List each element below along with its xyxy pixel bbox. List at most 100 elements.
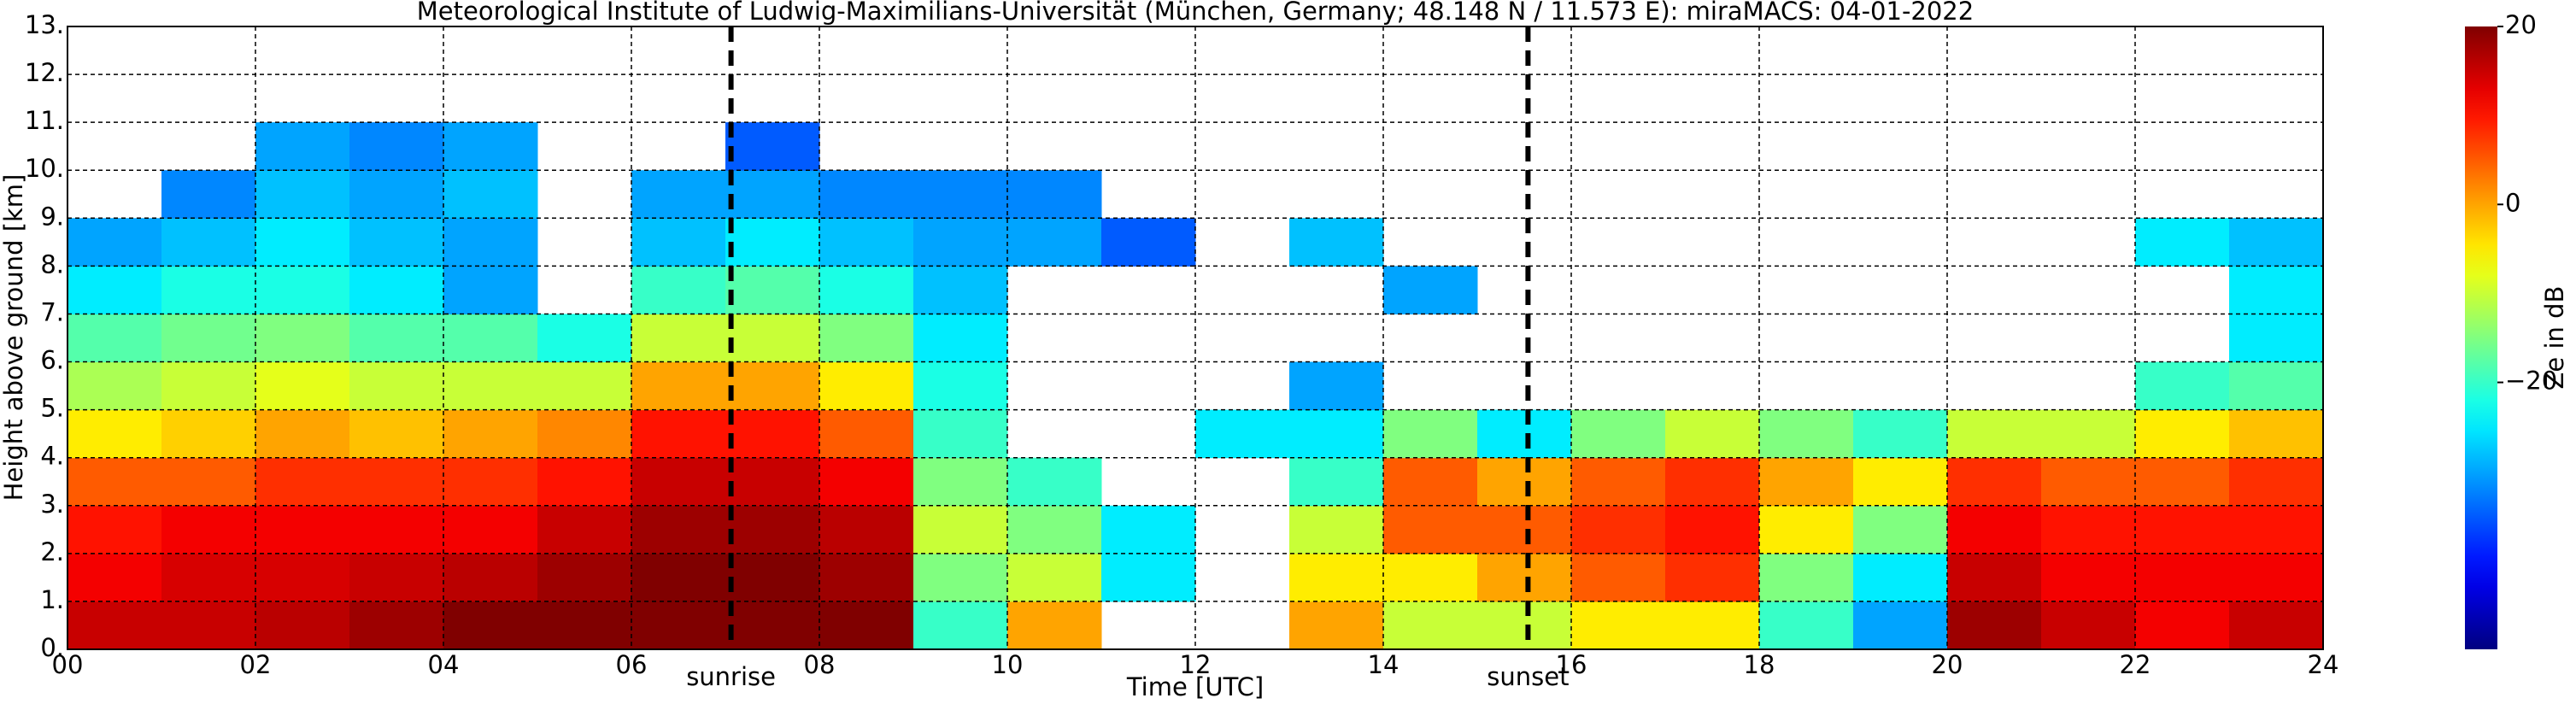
heatmap-cell [161,170,256,219]
heatmap-cell [1947,601,2042,650]
heatmap-cell [443,601,538,650]
heatmap-cell [349,122,444,171]
heatmap-cell [1289,553,1384,602]
heatmap-cell [913,553,1008,602]
heatmap-cell [349,409,444,459]
heatmap-cell [349,553,444,602]
heatmap-cell [443,505,538,554]
heatmap-cell [913,170,1008,219]
heatmap-cell [1007,601,1102,650]
heatmap-cell [1665,601,1760,650]
heatmap-cell [1853,457,1948,507]
x-tick-label: 04 [428,650,460,679]
heatmap-cell [631,218,726,267]
heatmap-cell [725,361,820,411]
heatmap-cell [443,553,538,602]
heatmap-cell [349,218,444,267]
heatmap-cell [631,553,726,602]
heatmap-cell [1289,361,1384,411]
heatmap-cell [161,601,256,650]
heatmap-cell [819,601,914,650]
heatmap-cell [2135,505,2230,554]
heatmap-cell [349,170,444,219]
heatmap-cell [1383,266,1478,314]
heatmap-cell [2041,409,2136,459]
heatmap-cell [1383,409,1478,459]
heatmap-cell [1101,218,1196,267]
heatmap-cell [725,601,820,650]
heatmap-cell [443,122,538,171]
heatmap-cell [2135,601,2230,650]
heatmap-cell [67,553,162,602]
heatmap-cell [255,457,350,507]
heatmap-cell [161,457,256,507]
heatmap-cell [725,409,820,459]
heatmap-cell [2229,266,2324,314]
heatmap-cell [1477,601,1572,650]
y-tick-label: 6. [40,346,64,375]
plot-frame [67,26,2324,650]
heatmap-cell [255,361,350,411]
heatmap-cell [1007,170,1102,219]
heatmap-cell [1571,457,1666,507]
heatmap-cell [1947,457,2042,507]
heatmap-cell [1947,409,2042,459]
annotation-label: sunrise [686,662,776,691]
heatmap-cell [255,505,350,554]
heatmap-cell [631,601,726,650]
heatmap-cell [631,361,726,411]
heatmap-cell [2041,553,2136,602]
heatmap-cell [161,505,256,554]
heatmap-cell [631,457,726,507]
heatmap-cell [67,266,162,314]
x-tick-label: 00 [52,650,84,679]
y-tick-label: 11. [25,106,64,135]
heatmap-cell [349,601,444,650]
x-tick-label: 08 [804,650,836,679]
heatmap-cell [1947,505,2042,554]
heatmap-cell [2135,457,2230,507]
heatmap-cell [67,409,162,459]
x-tick-label: 14 [1368,650,1399,679]
heatmap-cell [1571,553,1666,602]
heatmap-cell [2229,505,2324,554]
y-tick-label: 12. [25,58,64,87]
heatmap-cell [1571,601,1666,650]
x-tick-label: 22 [2120,650,2151,679]
heatmap-cell [255,409,350,459]
heatmap-cell [255,170,350,219]
heatmap-cell [443,409,538,459]
heatmap-cell [631,409,726,459]
heatmap-cell [1665,505,1760,554]
colorbar-label: Ze in dB [2540,286,2569,390]
heatmap-cell [1007,505,1102,554]
x-tick-label: 12 [1180,650,1212,679]
heatmap-cell [1101,505,1196,554]
heatmap-cell [913,314,1008,363]
heatmap-cell [255,218,350,267]
heatmap-cell [631,314,726,363]
heatmap-cell [443,314,538,363]
heatmap-cell [1853,409,1948,459]
heatmap-cell [1759,601,1854,650]
heatmap-cell [2135,553,2230,602]
heatmap-cell [819,314,914,363]
heatmap-cell [1289,601,1384,650]
heatmap-cell [1007,218,1102,267]
heatmap-cell [349,457,444,507]
heatmap-cell [2041,601,2136,650]
heatmap-cell [1195,409,1290,459]
x-tick-label: 18 [1744,650,1775,679]
y-tick-label: 3. [40,490,64,519]
heatmap-cell [1007,457,1102,507]
heatmap-cell [913,266,1008,314]
heatmap-cell [443,457,538,507]
heatmap-cell [725,170,820,219]
heatmap-cell [819,361,914,411]
y-tick-label: 13. [25,10,64,39]
y-tick-label: 0. [40,633,64,662]
heatmap-cell [913,361,1008,411]
colorbar-tick-label: −20 [2505,367,2557,396]
heatmap-cell [631,266,726,314]
